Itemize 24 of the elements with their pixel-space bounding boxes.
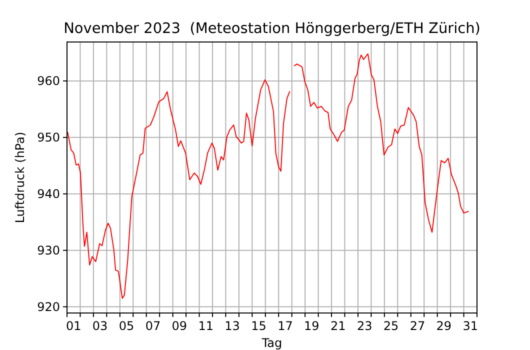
x-tick-label: 03 [92,319,108,333]
y-tick-label: 920 [37,300,60,314]
y-tick-label: 950 [37,130,60,145]
x-tick-label: 01 [66,319,82,333]
x-tick-label: 13 [224,319,240,333]
y-axis-title: Luftdruck (hPa) [13,132,27,224]
x-tick-label: 07 [145,319,161,333]
x-tick-label: 15 [251,319,266,333]
chart-title: November 2023 (Meteostation Hönggerberg/ETH Zürich) [64,21,480,37]
x-tick-label: 29 [436,319,452,333]
x-tick-label: 21 [330,319,346,333]
x-tick-label: 17 [278,319,293,333]
x-tick-label: 25 [383,319,399,333]
x-tick-label: 11 [198,319,214,333]
x-tick-label: 05 [118,319,134,333]
x-tick-label: 31 [462,319,478,333]
x-tick-label: 19 [304,319,320,333]
x-tick-label: 09 [172,319,188,333]
x-axis-title: Tag [260,336,282,350]
x-tick-label: 23 [356,319,372,333]
y-tick-label: 940 [37,187,60,202]
y-tick-label: 930 [37,244,60,258]
y-tick-label: 960 [37,74,60,88]
x-tick-label: 27 [410,319,426,333]
